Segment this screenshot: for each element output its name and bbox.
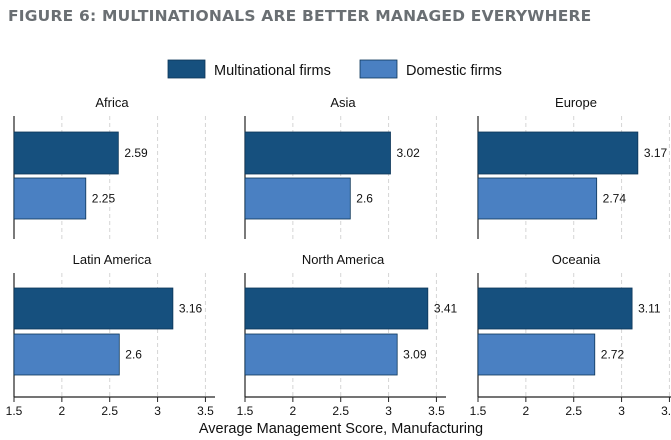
x-axis-label: Average Management Score, Manufacturing	[199, 421, 483, 437]
panels: Africa 2.59 2.25 Asia 3.02 2.6 Europe 3.17 2.74 L…	[6, 95, 671, 418]
legend-label-multinational-firms: Multinational firms	[214, 63, 331, 79]
x-tick-label: 2	[523, 404, 530, 418]
panel-oceania: Oceania 3.11 2.72 1.5 2 2.5 3 3.5	[470, 252, 671, 418]
panel-africa: Africa 2.59 2.25	[13, 95, 206, 239]
x-tick-label: 2.5	[565, 404, 582, 418]
panel-title: Europe	[555, 95, 597, 110]
bar-multinational-firms	[13, 287, 174, 330]
panel-title: Africa	[95, 95, 129, 110]
x-tick-label: 2.5	[332, 404, 349, 418]
data-label: 3.02	[396, 146, 420, 160]
bar-domestic-firms	[13, 177, 87, 220]
x-tick-label: 1.5	[6, 404, 23, 418]
x-tick-label: 1.5	[470, 404, 487, 418]
bar-multinational-firms	[477, 287, 633, 330]
x-tick-label: 2	[59, 404, 66, 418]
data-label: 2.25	[92, 192, 116, 206]
data-label: 3.17	[644, 146, 668, 160]
x-tick-label: 3	[154, 404, 161, 418]
panel-asia: Asia 3.02 2.6	[244, 95, 437, 239]
panel-latin-america: Latin America 3.16 2.6 1.5 2 2.5 3 3.5	[6, 252, 215, 418]
x-tick-label: 3.5	[428, 404, 445, 418]
legend-swatch-domestic-firms	[359, 59, 398, 79]
panel-title: Asia	[330, 95, 356, 110]
legend: Multinational firms Domestic firms	[167, 59, 502, 79]
bar-domestic-firms	[244, 177, 351, 220]
data-label: 3.09	[403, 348, 427, 362]
x-tick-label: 3.5	[197, 404, 214, 418]
x-tick-label: 3	[385, 404, 392, 418]
data-label: 3.41	[434, 302, 458, 316]
panel-title: Oceania	[552, 252, 601, 267]
x-tick-label: 3	[618, 404, 625, 418]
panel-title: Latin America	[73, 252, 153, 267]
panel-europe: Europe 3.17 2.74	[477, 95, 670, 239]
bar-multinational-firms	[244, 131, 391, 175]
data-label: 3.11	[638, 302, 661, 316]
data-label: 2.6	[125, 348, 142, 362]
x-tick-label: 3.5	[661, 404, 671, 418]
figure-title: FIGURE 6: MULTINATIONALS ARE BETTER MANA…	[8, 7, 592, 25]
bar-domestic-firms	[244, 333, 398, 376]
data-label: 3.16	[179, 302, 203, 316]
x-tick-label: 1.5	[237, 404, 254, 418]
bar-domestic-firms	[477, 177, 598, 220]
bar-domestic-firms	[477, 333, 596, 376]
data-label: 2.59	[124, 146, 148, 160]
data-label: 2.6	[356, 192, 373, 206]
bar-multinational-firms	[244, 287, 429, 330]
x-tick-label: 2.5	[101, 404, 118, 418]
x-tick-label: 2	[290, 404, 297, 418]
bar-multinational-firms	[13, 131, 119, 175]
legend-swatch-multinational-firms	[167, 59, 206, 79]
data-label: 2.74	[603, 192, 627, 206]
bar-multinational-firms	[477, 131, 639, 175]
panel-title: North America	[302, 252, 385, 267]
data-label: 2.72	[601, 348, 625, 362]
bar-domestic-firms	[13, 333, 120, 376]
panel-north-america: North America 3.41 3.09 1.5 2 2.5 3 3.5	[237, 252, 458, 418]
legend-label-domestic-firms: Domestic firms	[406, 63, 502, 79]
